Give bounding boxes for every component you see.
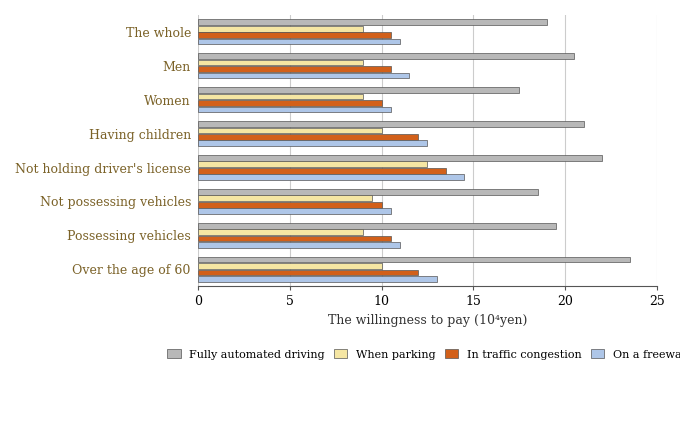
- Bar: [198, 202, 381, 208]
- Bar: [198, 100, 381, 106]
- Bar: [198, 73, 409, 79]
- Legend: Fully automated driving, When parking, In traffic congestion, On a freeway: Fully automated driving, When parking, I…: [165, 347, 680, 362]
- Bar: [198, 87, 520, 93]
- Bar: [198, 161, 428, 167]
- Bar: [198, 223, 556, 229]
- Bar: [198, 140, 428, 146]
- Bar: [198, 242, 400, 248]
- Bar: [198, 127, 381, 133]
- Bar: [198, 134, 418, 140]
- Bar: [198, 53, 575, 59]
- Bar: [198, 195, 373, 201]
- Bar: [198, 60, 363, 66]
- Bar: [198, 276, 437, 282]
- Bar: [198, 257, 630, 263]
- Bar: [198, 39, 400, 45]
- Bar: [198, 263, 381, 269]
- Bar: [198, 66, 391, 72]
- Bar: [198, 26, 363, 32]
- Bar: [198, 155, 602, 161]
- Bar: [198, 269, 418, 275]
- Bar: [198, 236, 391, 242]
- Bar: [198, 229, 363, 235]
- X-axis label: The willingness to pay (10⁴yen): The willingness to pay (10⁴yen): [328, 314, 527, 327]
- Bar: [198, 168, 446, 174]
- Bar: [198, 174, 464, 180]
- Bar: [198, 208, 391, 214]
- Bar: [198, 19, 547, 25]
- Bar: [198, 189, 538, 195]
- Bar: [198, 106, 391, 112]
- Bar: [198, 32, 391, 38]
- Bar: [198, 121, 583, 127]
- Bar: [198, 94, 363, 100]
